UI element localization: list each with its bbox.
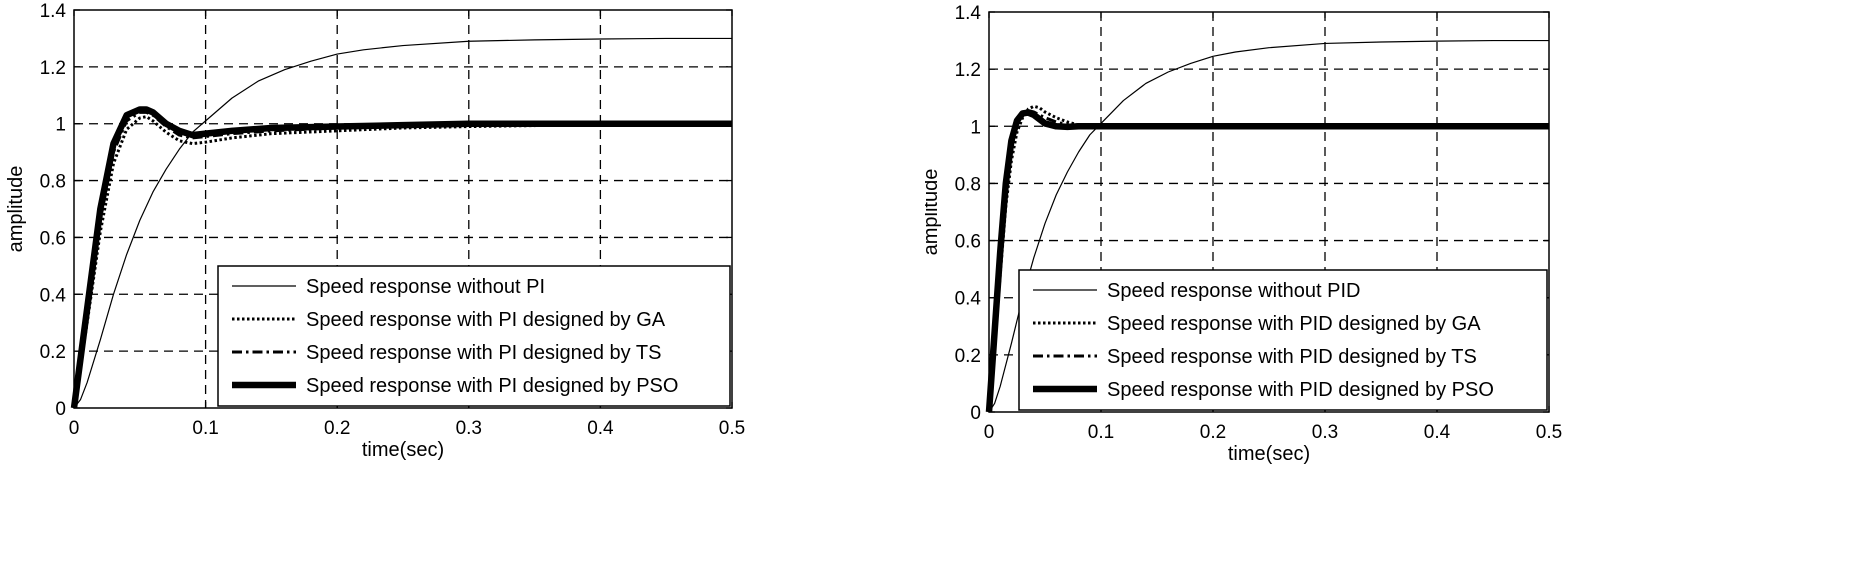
left-xtick-label: 0 [69, 418, 80, 439]
right-legend-label-1: Speed response with PID designed by GA [1107, 313, 1481, 335]
right-ytick-label: 1.4 [955, 3, 982, 24]
left-legend-label-1: Speed response with PI designed by GA [306, 309, 666, 331]
right-series-3 [985, 109, 1549, 413]
right-ytick-label: 0.4 [955, 289, 982, 310]
left-ytick-label: 0.4 [40, 285, 67, 306]
left-xtick-label: 0.5 [719, 418, 745, 439]
left-legend-box [217, 265, 731, 407]
right-xtick-label: 0.4 [1424, 422, 1451, 443]
right-xtick-label: 0.1 [1088, 422, 1114, 443]
left-y-axis-label: amplitude [5, 166, 27, 253]
right-xtick-label: 0.5 [1536, 422, 1562, 443]
left-axes-frame [73, 9, 733, 409]
left-ytick-label: 0.6 [40, 228, 66, 249]
right-legend-label-2: Speed response with PID designed by TS [1107, 346, 1477, 368]
right-axes-frame [988, 11, 1550, 413]
left-xtick-label: 0.3 [456, 418, 482, 439]
right-xtick-label: 0.3 [1312, 422, 1338, 443]
right-ytick-label: 0.8 [955, 174, 981, 195]
left-legend-label-2: Speed response with PI designed by TS [306, 342, 661, 364]
right-x-axis-label: time(sec) [1228, 443, 1310, 465]
left-xtick-label: 0.4 [587, 418, 614, 439]
chart-left-svg: 0 0.1 0.2 0.3 0.4 0.5 0 0.2 0.4 0.6 0.8 1 1.2 1.4 time… [5, 1, 745, 461]
right-ytick-label: 1 [970, 117, 981, 138]
left-series-0 [73, 37, 732, 409]
right-y-axis-label: amplitude [925, 169, 942, 256]
left-ytick-label: 1.4 [40, 1, 67, 22]
left-legend-label-3: Speed response with PI designed by PSO [306, 375, 678, 397]
right-ytick-label: 0 [970, 403, 981, 424]
left-ytick-label: 1.2 [40, 58, 66, 79]
left-series-3 [70, 106, 732, 409]
right-legend-label-0: Speed response without PID [1107, 280, 1361, 302]
left-ytick-label: 0.8 [40, 172, 66, 193]
left-x-axis-label: time(sec) [362, 439, 444, 461]
right-ytick-label: 0.6 [955, 232, 981, 253]
chart-right: 0 0.1 0.2 0.3 0.4 0.5 0 0.2 0.4 0.6 0.8 1 1.2 1.4 time… [920, 0, 1850, 559]
right-ytick-label: 1.2 [955, 60, 981, 81]
right-xtick-label: 0 [984, 422, 995, 443]
chart-left: 0 0.1 0.2 0.3 0.4 0.5 0 0.2 0.4 0.6 0.8 1 1.2 1.4 time… [0, 0, 925, 559]
right-xtick-label: 0.2 [1200, 422, 1226, 443]
left-ytick-label: 0 [55, 399, 66, 420]
left-xtick-label: 0.2 [324, 418, 350, 439]
right-legend-label-3: Speed response with PID designed by PSO [1107, 379, 1494, 401]
chart-right-svg: 0 0.1 0.2 0.3 0.4 0.5 0 0.2 0.4 0.6 0.8 1 1.2 1.4 time… [920, 3, 1562, 465]
left-ytick-label: 0.2 [40, 342, 66, 363]
left-legend-label-0: Speed response without PI [306, 276, 545, 298]
right-ytick-label: 0.2 [955, 346, 981, 367]
right-legend-box [1018, 269, 1548, 411]
left-ytick-label: 1 [55, 115, 66, 136]
left-xtick-label: 0.1 [192, 418, 218, 439]
